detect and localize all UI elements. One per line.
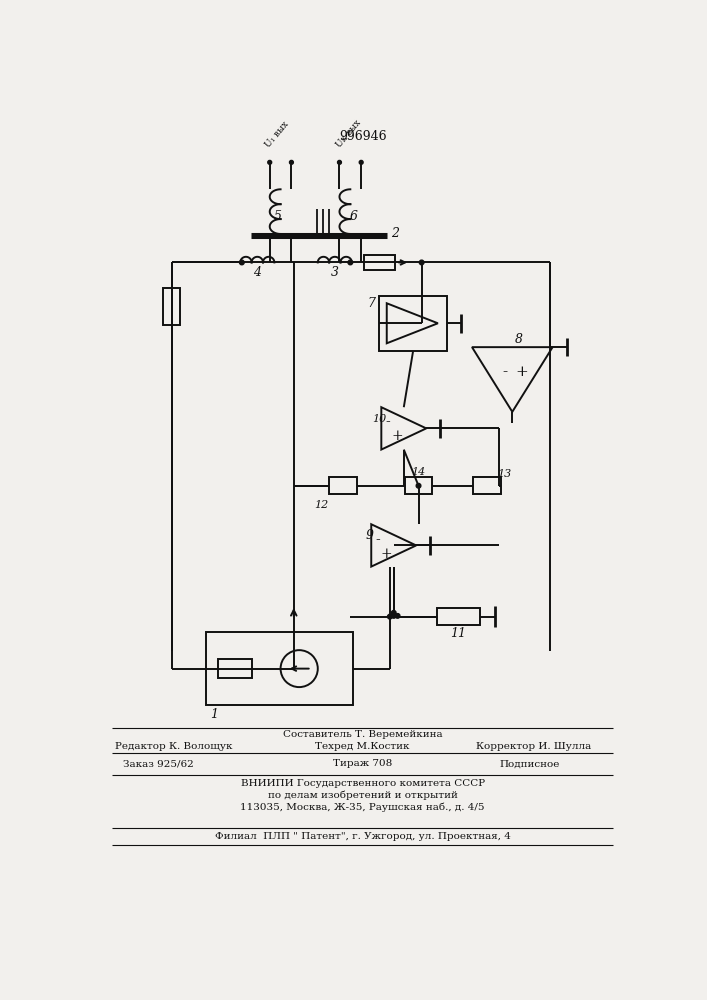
Circle shape — [419, 260, 424, 265]
Text: по делам изобретений и открытий: по делам изобретений и открытий — [268, 791, 457, 800]
Text: 1: 1 — [210, 708, 218, 721]
Text: Филиал  ПЛП " Патент", г. Ужгород, ул. Проектная, 4: Филиал ПЛП " Патент", г. Ужгород, ул. Пр… — [215, 832, 510, 841]
Text: -: - — [375, 533, 380, 547]
Bar — [437, 608, 480, 625]
Text: Uк вых: Uк вых — [334, 118, 363, 149]
Text: Подписное: Подписное — [500, 759, 561, 768]
Text: 14: 14 — [411, 467, 426, 477]
Text: +: + — [381, 547, 392, 561]
Text: U₁ вых: U₁ вых — [264, 120, 291, 149]
Circle shape — [359, 160, 363, 164]
Text: 13: 13 — [498, 469, 512, 479]
Text: Составитель Т. Веремейкина: Составитель Т. Веремейкина — [283, 730, 443, 739]
Text: 3: 3 — [331, 266, 339, 279]
Text: +: + — [391, 429, 403, 443]
Circle shape — [395, 614, 400, 618]
Text: Корректор И. Шулла: Корректор И. Шулла — [477, 742, 592, 751]
Bar — [404, 477, 433, 494]
Text: 5: 5 — [274, 210, 281, 223]
Circle shape — [337, 160, 341, 164]
Bar — [363, 255, 395, 270]
Circle shape — [289, 160, 293, 164]
Text: Техред М.Костик: Техред М.Костик — [315, 742, 410, 751]
Bar — [206, 632, 354, 705]
Text: 8: 8 — [515, 333, 522, 346]
Text: 4: 4 — [253, 266, 262, 279]
Bar — [473, 477, 501, 494]
Circle shape — [281, 650, 317, 687]
Text: 11: 11 — [450, 627, 466, 640]
Text: 6: 6 — [349, 210, 358, 223]
Text: Тираж 708: Тираж 708 — [333, 759, 392, 768]
Text: -: - — [502, 365, 507, 379]
Text: 996946: 996946 — [339, 130, 387, 143]
Text: Редактор К. Волощук: Редактор К. Волощук — [115, 742, 233, 751]
Circle shape — [392, 614, 396, 618]
Bar — [379, 296, 448, 351]
Text: 9: 9 — [366, 529, 374, 542]
Bar — [218, 659, 252, 678]
Circle shape — [392, 610, 396, 615]
Text: Заказ 925/62: Заказ 925/62 — [123, 759, 194, 768]
Circle shape — [416, 483, 421, 488]
Text: 2: 2 — [391, 227, 399, 240]
Circle shape — [268, 160, 271, 164]
Text: 10: 10 — [373, 414, 387, 424]
Text: 7: 7 — [367, 297, 375, 310]
Circle shape — [348, 260, 353, 265]
Bar — [329, 477, 356, 494]
Text: ВНИИПИ Государственного комитета СССР: ВНИИПИ Государственного комитета СССР — [240, 779, 485, 788]
Text: 12: 12 — [314, 500, 328, 510]
Text: -: - — [385, 416, 390, 430]
Text: 113035, Москва, Ж-35, Раушская наб., д. 4/5: 113035, Москва, Ж-35, Раушская наб., д. … — [240, 802, 485, 812]
Text: +: + — [515, 365, 528, 379]
Circle shape — [387, 614, 392, 619]
Circle shape — [240, 260, 244, 265]
Bar — [163, 288, 180, 325]
